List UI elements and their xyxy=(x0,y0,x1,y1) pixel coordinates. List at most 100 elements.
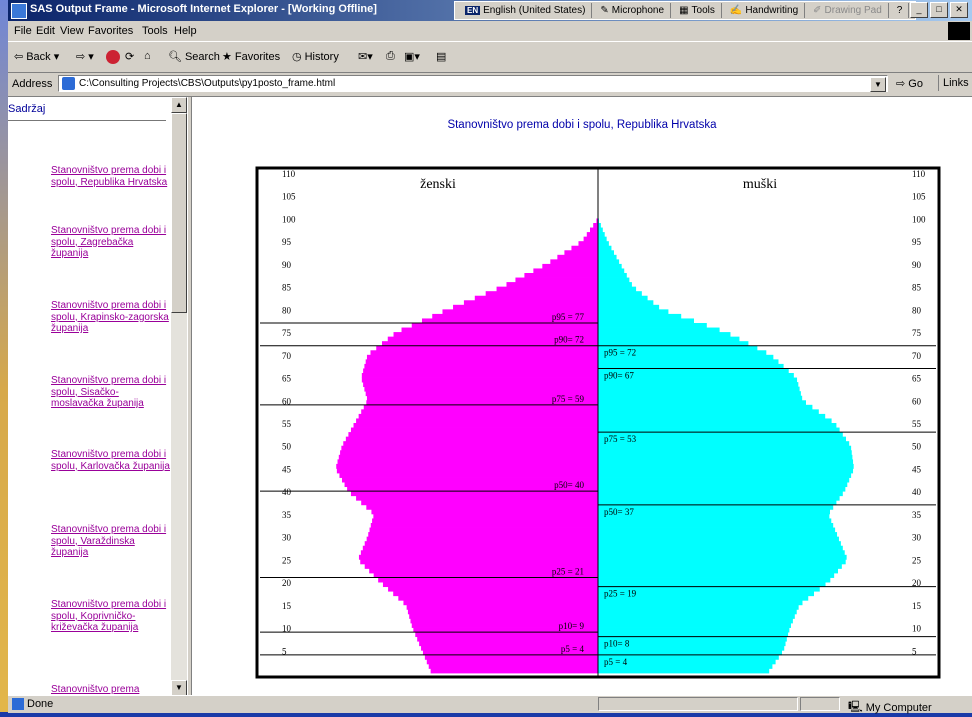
female-bar xyxy=(376,345,598,351)
female-bar xyxy=(363,382,598,388)
male-bar xyxy=(598,618,793,624)
male-bar xyxy=(598,300,654,306)
handwriting-button[interactable]: ✍ Handwriting xyxy=(724,3,806,18)
female-bar xyxy=(393,332,598,338)
female-bar xyxy=(411,623,598,628)
close-button[interactable]: ✕ xyxy=(950,2,968,18)
nav-link-zagrebacka[interactable]: Stanovništvo prema dobi i spolu, Zagreba… xyxy=(51,225,167,259)
male-bar xyxy=(598,432,843,438)
minimize-button[interactable]: _ xyxy=(910,2,928,18)
female-bar xyxy=(358,413,598,419)
nav-link-varazdinska[interactable]: Stanovništvo prema dobi i spolu, Varaždi… xyxy=(51,524,167,558)
male-bar xyxy=(598,373,794,378)
male-bar xyxy=(598,641,786,647)
frame-splitter[interactable] xyxy=(187,97,192,696)
history-button[interactable]: ◷ History xyxy=(292,50,339,64)
drawing-pad-button[interactable]: ✐ Drawing Pad xyxy=(807,3,889,18)
maximize-button[interactable]: □ xyxy=(930,2,948,18)
print-button[interactable]: ⎙ xyxy=(386,50,395,63)
language-button[interactable]: EN English (United States) xyxy=(459,3,593,18)
menu-file[interactable]: File xyxy=(14,25,32,37)
microphone-button[interactable]: ✎ Microphone xyxy=(594,3,672,18)
y-tick-label-right: 105 xyxy=(912,192,926,202)
menu-favorites[interactable]: Favorites xyxy=(88,25,134,37)
male-bar xyxy=(598,332,731,338)
male-bar xyxy=(598,545,843,551)
mail-button[interactable]: ✉▾ xyxy=(358,50,373,63)
male-bar xyxy=(598,513,830,519)
male-bar xyxy=(598,236,607,242)
contents-divider xyxy=(8,120,166,121)
male-bar xyxy=(598,241,609,247)
y-tick-label-right: 45 xyxy=(912,464,922,474)
go-button[interactable]: ⇨ Go xyxy=(896,77,923,90)
menu-view[interactable]: View xyxy=(60,25,84,37)
male-bar xyxy=(598,650,782,656)
male-bar xyxy=(598,559,846,565)
y-tick-label-left: 5 xyxy=(282,646,287,656)
female-bar xyxy=(360,550,598,556)
male-bar xyxy=(598,363,784,369)
nav-link-sisacko-moslavacka[interactable]: Stanovništvo prema dobi i spolu, Sisačko… xyxy=(51,375,167,409)
contents-frame: Sadržaj Stanovništvo prema dobi i spolu,… xyxy=(8,97,171,696)
langbar-help-button[interactable]: ? xyxy=(891,3,910,18)
y-tick-label-right: 30 xyxy=(912,533,922,543)
address-input[interactable]: C:\Consulting Projects\CBS\Outputs\py1po… xyxy=(58,75,888,92)
female-bar xyxy=(336,463,598,469)
male-bar xyxy=(598,368,789,374)
female-percentile-label: p50= 40 xyxy=(554,480,584,490)
page-icon xyxy=(62,77,75,90)
female-bar xyxy=(370,350,598,356)
favorites-button[interactable]: ★ Favorites xyxy=(222,50,280,64)
forward-button[interactable]: ⇨ ▾ xyxy=(76,50,94,63)
nav-link-krapinsko-zagorska[interactable]: Stanovništvo prema dobi i spolu, Krapins… xyxy=(51,300,169,334)
links-button[interactable]: Links xyxy=(938,75,972,91)
stop-button[interactable] xyxy=(106,50,120,64)
edit-button[interactable]: ▣▾ xyxy=(404,50,420,63)
nav-link-karlovacka[interactable]: Stanovništvo prema dobi i spolu, Karlova… xyxy=(51,449,170,472)
male-bar xyxy=(598,250,614,256)
scroll-up-button[interactable]: ▲ xyxy=(171,97,187,113)
male-bar xyxy=(598,577,831,583)
nav-link-koprivnicko-krizevacka[interactable]: Stanovništvo prema dobi i spolu, Koprivn… xyxy=(51,599,167,633)
ie-window-icon[interactable] xyxy=(11,3,27,19)
nav-link-republika-hrvatska[interactable]: Stanovništvo prema dobi i spolu, Republi… xyxy=(51,165,168,188)
contents-scrollbar[interactable]: ▲ ▼ xyxy=(171,97,187,696)
y-tick-label-left: 85 xyxy=(282,283,292,293)
scroll-thumb[interactable] xyxy=(171,113,187,313)
y-tick-label-right: 100 xyxy=(912,214,926,224)
female-bar xyxy=(410,618,598,624)
address-value[interactable]: C:\Consulting Projects\CBS\Outputs\py1po… xyxy=(79,78,336,89)
female-bar xyxy=(362,545,598,551)
female-bar xyxy=(366,395,598,401)
menu-tools[interactable]: Tools xyxy=(142,25,168,37)
female-bar xyxy=(485,291,598,297)
female-bar xyxy=(506,282,598,288)
search-button[interactable]: 🔍︎ Search xyxy=(168,50,220,64)
y-tick-label-right: 55 xyxy=(912,419,922,429)
menu-edit[interactable]: Edit xyxy=(36,25,55,37)
male-percentile-label: p75 = 53 xyxy=(604,434,637,444)
female-bar xyxy=(372,518,598,524)
female-bar xyxy=(350,427,598,433)
nav-link-partial[interactable]: Stanovništvo prema xyxy=(51,684,140,695)
female-bar xyxy=(368,532,598,538)
status-bar: Done 🖳 My Computer xyxy=(8,695,972,714)
y-tick-label-left: 110 xyxy=(282,169,296,179)
male-bar xyxy=(598,391,801,397)
y-tick-label-left: 60 xyxy=(282,396,292,406)
y-tick-label-left: 20 xyxy=(282,578,292,588)
scroll-down-button[interactable]: ▼ xyxy=(171,680,187,696)
male-bar xyxy=(598,323,707,328)
langbar-tools-button[interactable]: ▦ Tools xyxy=(673,3,722,18)
male-bar xyxy=(598,636,787,642)
refresh-button[interactable]: ⟳ xyxy=(125,50,134,63)
back-button[interactable]: ⇦ Back ▾ xyxy=(14,50,59,64)
address-dropdown-button[interactable]: ▼ xyxy=(870,77,886,92)
discuss-button[interactable]: ▤ xyxy=(436,50,446,63)
title-bar[interactable]: SAS Output Frame - Microsoft Internet Ex… xyxy=(8,0,972,21)
menu-help[interactable]: Help xyxy=(174,25,197,37)
male-bar xyxy=(598,550,845,556)
go-arrow-icon: ⇨ xyxy=(896,78,906,90)
home-button[interactable]: ⌂ xyxy=(144,50,151,62)
